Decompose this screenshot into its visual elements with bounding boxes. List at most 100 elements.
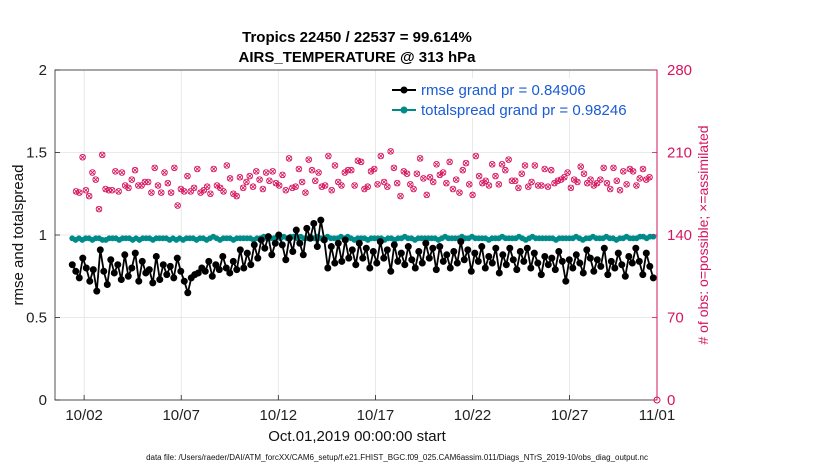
obs-point [262, 169, 270, 176]
obs-point [538, 182, 545, 189]
obs-point [220, 188, 227, 195]
obs-point [613, 177, 621, 185]
rmse-point [387, 267, 395, 275]
rmse-point [82, 264, 90, 272]
rmse-point [404, 243, 412, 251]
obs-point [426, 173, 434, 181]
obs-point [184, 172, 191, 180]
obs-point [423, 191, 430, 199]
rmse-point [138, 257, 146, 265]
obs-point [443, 179, 450, 187]
obs-point [151, 164, 158, 172]
rmse-point [152, 252, 160, 260]
rmse-point [247, 261, 255, 269]
obs-point [203, 183, 211, 190]
obs-point [331, 162, 339, 169]
rmse-point [285, 234, 293, 242]
rmse-point [380, 254, 388, 262]
legend-rmse-label: rmse grand pr = 0.84906 [421, 82, 586, 99]
obs-point [462, 159, 470, 167]
rmse-point [131, 249, 139, 257]
obs-point [295, 165, 303, 173]
rmse-point [75, 274, 83, 282]
y-axis-right-label: # of obs: o=possible; ×=assimilated [695, 125, 711, 344]
rmse-point [642, 249, 650, 257]
rmse-point [338, 257, 346, 265]
rmse-point [537, 271, 545, 279]
rmse-point [117, 276, 125, 284]
rmse-point [590, 267, 598, 275]
obs-point [390, 164, 398, 172]
rmse-point [103, 280, 111, 288]
rmse-point [254, 254, 262, 262]
rmse-point [205, 257, 213, 265]
rmse-point [492, 244, 500, 252]
obs-point [118, 169, 126, 176]
obs-point [76, 189, 83, 196]
obs-point [194, 165, 201, 173]
obs-point [269, 168, 276, 175]
rmse-point [618, 261, 626, 269]
rmse-point [341, 236, 349, 244]
rmse-point [317, 216, 325, 224]
obs-point [485, 182, 493, 189]
rmse-point [614, 249, 622, 257]
rmse-point [646, 262, 654, 270]
rmse-point [422, 239, 430, 247]
obs-point [351, 182, 358, 189]
obs-point [148, 189, 155, 196]
rmse-point [278, 241, 286, 249]
rmse-point [436, 243, 444, 251]
obs-point [420, 175, 427, 182]
x-tick-label: 10/07 [162, 407, 200, 424]
rmse-point [453, 259, 461, 267]
obs-point [233, 192, 240, 200]
rmse-point [625, 252, 633, 260]
obs-point [298, 178, 306, 186]
rmse-point [520, 257, 528, 265]
obs-markers [72, 148, 661, 404]
rmse-point [478, 243, 486, 251]
obs-point [266, 177, 273, 185]
obs-point [459, 166, 466, 174]
rmse-point [376, 238, 384, 246]
obs-point [387, 148, 394, 155]
rmse-point [597, 262, 605, 270]
y-right-tick-label: 0 [667, 392, 675, 409]
obs-point [580, 170, 588, 177]
rmse-point [331, 259, 339, 267]
obs-point [154, 182, 162, 189]
obs-point [321, 182, 329, 189]
rmse-point [639, 271, 647, 279]
rmse-point [107, 256, 115, 264]
obs-point [302, 189, 309, 196]
y-right-tick-label: 280 [667, 62, 692, 79]
rmse-point [565, 256, 573, 264]
legend-spread-label: totalspread grand pr = 0.98246 [421, 102, 627, 119]
obs-point [285, 155, 293, 162]
rmse-point [555, 248, 563, 256]
obs-point [541, 165, 548, 173]
chart-title-line2: AIRS_TEMPERATURE @ 313 hPa [239, 49, 477, 66]
rmse-point [600, 244, 608, 252]
series-lines [68, 216, 657, 297]
rmse-point [233, 266, 241, 274]
obs-point [410, 185, 417, 193]
obs-point [158, 189, 165, 196]
obs-point [446, 158, 453, 166]
rmse-point [488, 259, 496, 267]
rmse-point [572, 251, 580, 259]
rmse-point [439, 257, 447, 265]
rmse-point [327, 243, 335, 251]
y-left-tick-label: 1 [39, 227, 47, 244]
obs-point [449, 185, 457, 193]
obs-point [498, 161, 506, 168]
rmse-point [345, 254, 353, 262]
rmse-point [212, 261, 220, 269]
rmse-point [257, 236, 265, 244]
rmse-point [373, 259, 381, 267]
rmse-point [499, 251, 507, 259]
y-axis-left-label: rmse and totalspread [10, 165, 27, 306]
rmse-point [135, 277, 143, 285]
y-right-tick-label: 140 [667, 227, 692, 244]
